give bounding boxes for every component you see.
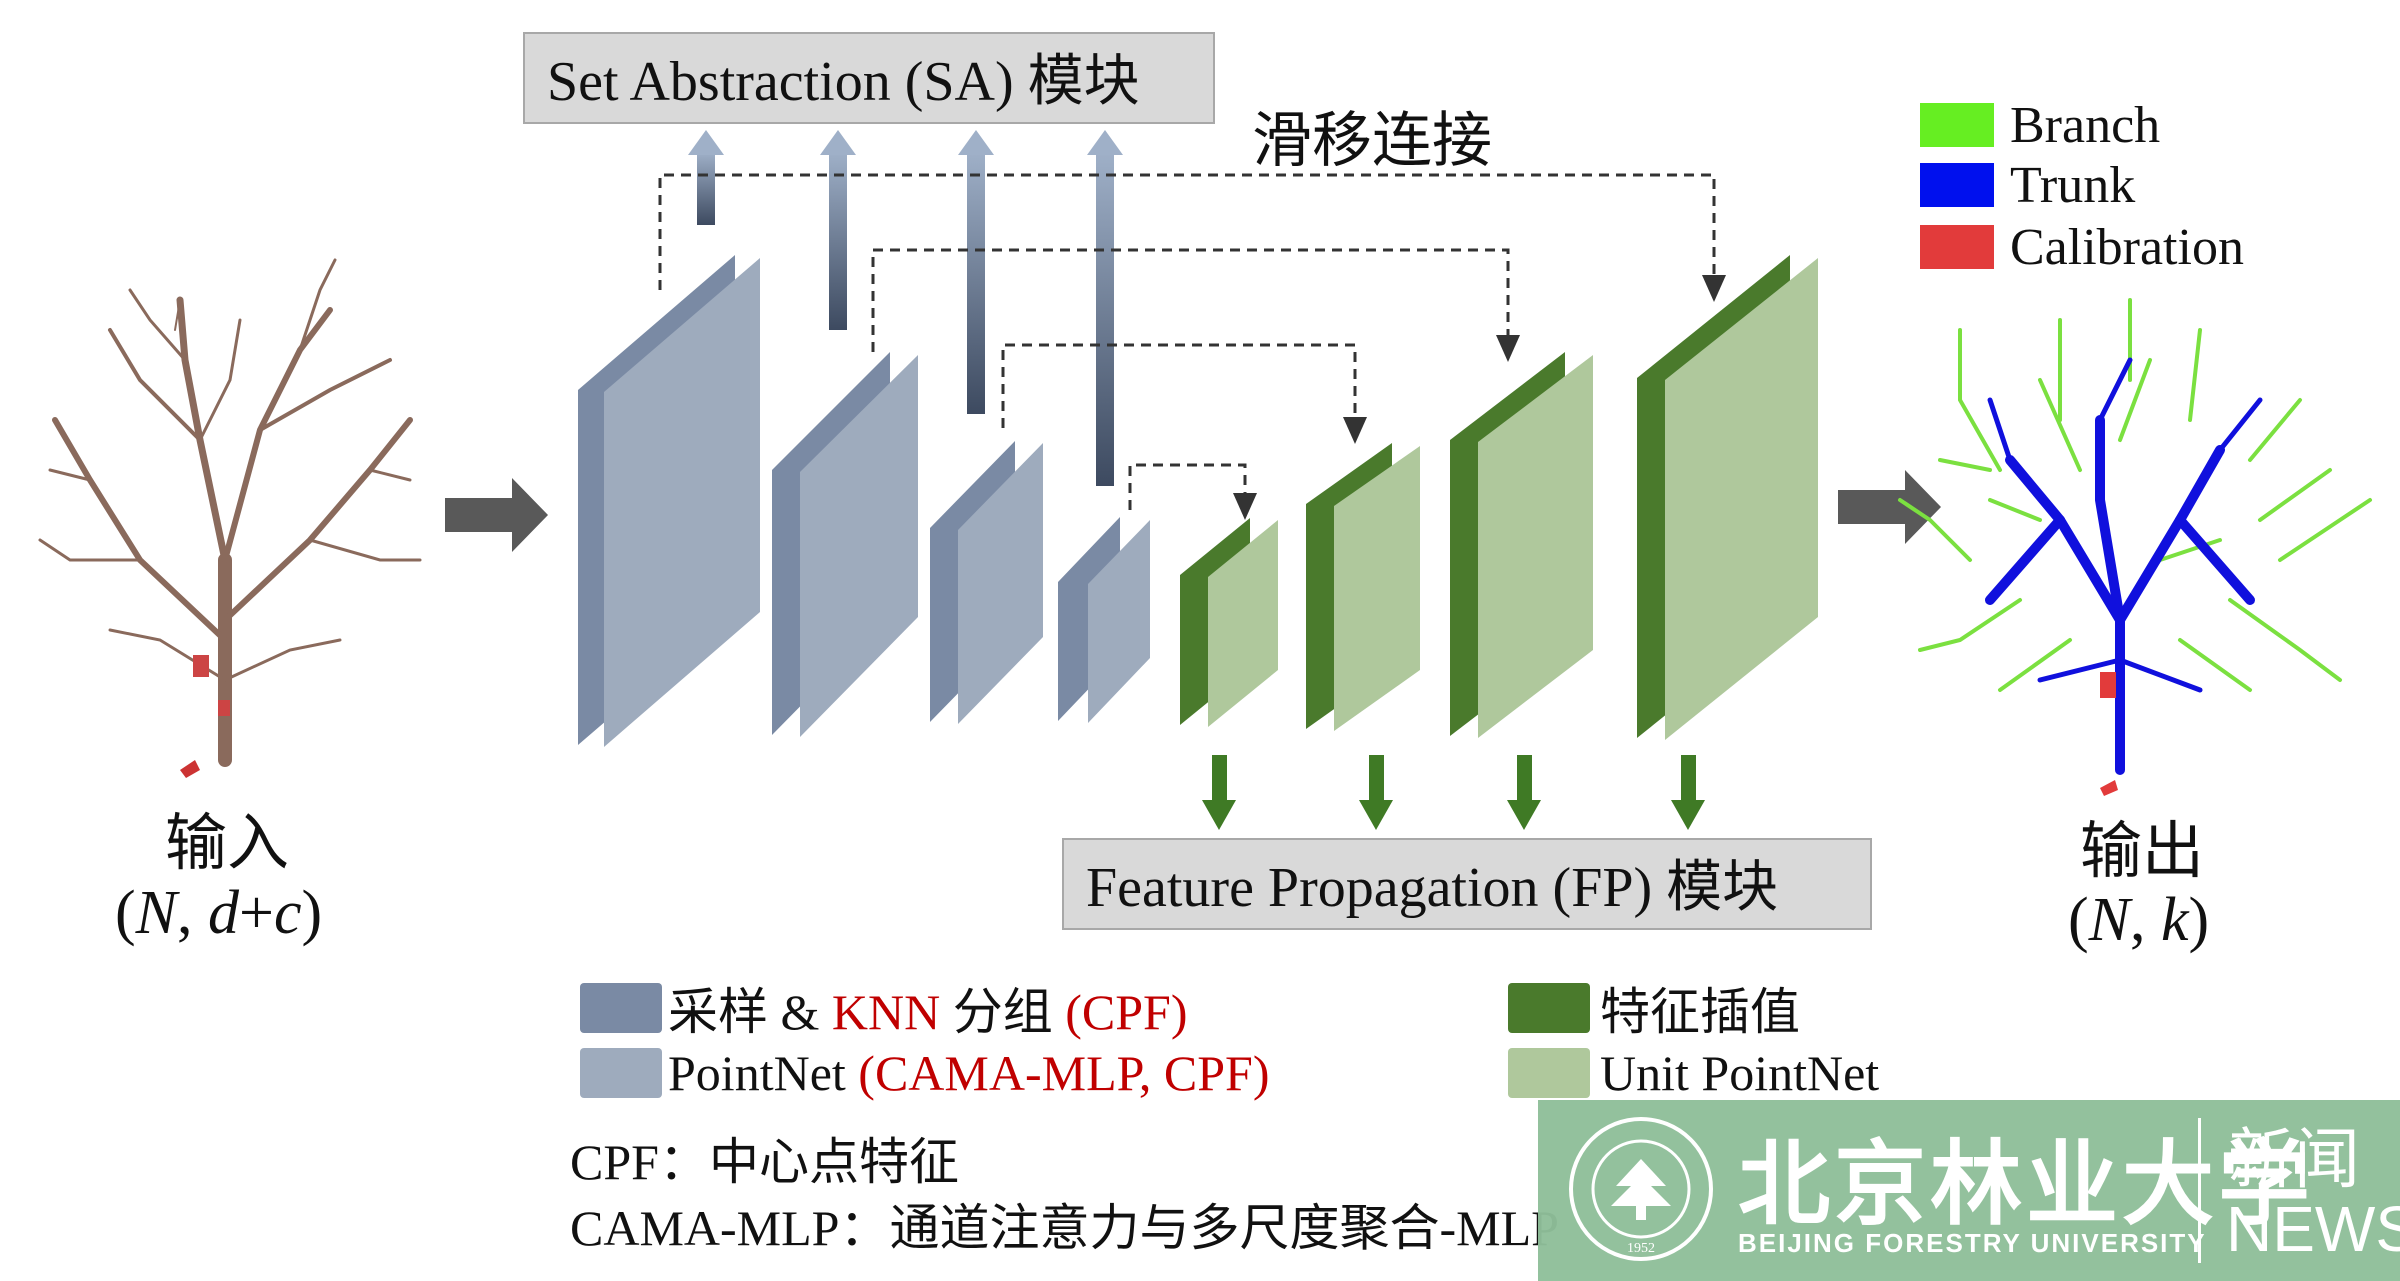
watermark-university-cn: 北京林业大学 <box>1738 1134 2315 1236</box>
input-trunk-tag <box>218 700 230 716</box>
input-shape-close: ) <box>301 879 323 947</box>
legend-item-branch: Branch <box>1920 95 2244 155</box>
input-arrow <box>445 478 548 552</box>
sampling-swatch <box>580 983 662 1033</box>
branch-label: Branch <box>2010 96 2161 154</box>
output-shape-k: k <box>2161 886 2189 954</box>
branch-swatch <box>1920 103 1994 147</box>
input-shape: (N, d+c) <box>115 878 322 949</box>
sa-block-1 <box>578 255 760 747</box>
input-shape-n: N <box>135 879 178 947</box>
sa-block-2 <box>772 352 918 737</box>
calibration-label: Calibration <box>2010 218 2244 276</box>
sa-block-3 <box>930 441 1043 724</box>
fp-block-1 <box>1180 518 1278 727</box>
input-shape-c: c <box>273 879 302 947</box>
skip-connections <box>658 173 1726 520</box>
sa-module-title: Set Abstraction (SA) 模块 <box>523 32 1215 124</box>
output-shape-close: ) <box>2188 886 2210 954</box>
input-calibration-tag <box>193 655 209 677</box>
output-segmented-tree <box>1898 298 2372 775</box>
watermark-university-en: BEIJING FORESTRY UNIVERSITY <box>1738 1228 2207 1258</box>
input-label: 输入 <box>165 810 290 878</box>
output-label: 输出 <box>2080 818 2205 886</box>
unit-legend-text: Unit PointNet <box>1600 1045 1880 1101</box>
watermark-news-en: NEWS <box>2226 1193 2400 1265</box>
sampling-legend-text: 采样 & KNN 分组 (CPF) <box>668 972 1188 1044</box>
fp-block-2 <box>1306 443 1420 731</box>
trunk-label: Trunk <box>2010 156 2136 214</box>
pointnet-suffix: (CAMA-MLP, CPF) <box>858 1045 1270 1101</box>
input-shape-d: d <box>208 879 240 947</box>
output-shape: (N, k) <box>2068 885 2209 956</box>
pointnet-legend-text: PointNet (CAMA-MLP, CPF) <box>668 1044 1270 1102</box>
trunk-swatch <box>1920 163 1994 207</box>
input-ground-marker <box>180 760 200 778</box>
input-shape-comma: , <box>177 879 209 947</box>
output-calibration-tag <box>2100 672 2116 698</box>
legend-pointnet: PointNet (CAMA-MLP, CPF) <box>580 1044 1270 1102</box>
output-arrow <box>1838 470 1941 544</box>
fp-module-title: Feature Propagation (FP) 模块 <box>1062 838 1872 930</box>
legend-sampling: 采样 & KNN 分组 (CPF) <box>580 972 1188 1044</box>
fp-block-3 <box>1450 352 1593 738</box>
input-shape-open: ( <box>115 879 136 947</box>
pointnet-prefix: PointNet <box>668 1045 859 1101</box>
output-shape-open: ( <box>2068 886 2089 954</box>
output-shape-n: N <box>2088 886 2131 954</box>
note-cpf: CPF：中心点特征 <box>570 1134 959 1190</box>
calibration-swatch <box>1920 225 1994 269</box>
seal-year: 1952 <box>1627 1241 1655 1256</box>
watermark-divider <box>2198 1118 2201 1263</box>
legend-interp: 特征插值 <box>1508 972 1800 1044</box>
input-shape-plus: + <box>239 879 274 947</box>
output-shape-comma: , <box>2130 886 2162 954</box>
sa-up-arrows <box>688 130 1123 486</box>
sampling-prefix: 采样 & <box>668 984 832 1040</box>
pointnet-swatch <box>580 1048 662 1098</box>
watermark-news-cn: 新闻 <box>2228 1122 2360 1196</box>
interp-swatch <box>1508 983 1590 1033</box>
skip-connection-label: 滑移连接 <box>1252 108 1492 174</box>
sa-block-4 <box>1058 517 1150 723</box>
sampling-knn: KNN <box>831 984 941 1040</box>
class-legend: Branch Trunk Calibration <box>1920 95 2244 279</box>
watermark-banner: 1952 北京林业大学 BEIJING FORESTRY UNIVERSITY … <box>1538 1100 2400 1281</box>
interp-legend-text: 特征插值 <box>1600 984 1800 1040</box>
fp-down-arrows <box>1202 755 1705 830</box>
note-cama: CAMA-MLP：通道注意力与多尺度聚合-MLP <box>570 1200 1559 1256</box>
output-ground-marker <box>2100 780 2118 796</box>
sampling-group: 分组 <box>940 984 1066 1040</box>
sampling-cpf: (CPF) <box>1065 984 1188 1040</box>
legend-item-calibration: Calibration <box>1920 215 2244 279</box>
legend-item-trunk: Trunk <box>1920 155 2244 215</box>
university-seal-icon: 1952 <box>1569 1117 1713 1261</box>
legend-unit-pointnet: Unit PointNet <box>1508 1044 1879 1102</box>
unit-swatch <box>1508 1048 1590 1098</box>
input-tree-image <box>38 258 422 767</box>
fp-block-4 <box>1637 255 1818 740</box>
